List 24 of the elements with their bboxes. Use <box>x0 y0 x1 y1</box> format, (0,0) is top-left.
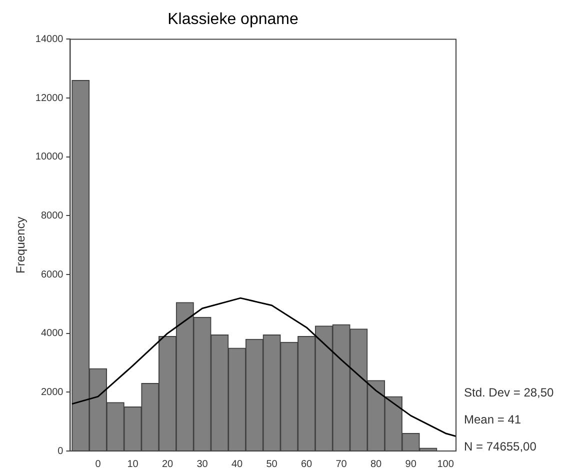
x-tick-label: 60 <box>300 458 313 470</box>
y-tick-label: 0 <box>58 446 64 457</box>
y-tick-label: 14000 <box>35 34 64 45</box>
text: Std. Dev = 28,50 <box>464 385 554 400</box>
x-tick-label: 70 <box>336 458 348 470</box>
x-tick-label: 10 <box>127 458 139 470</box>
y-tick-label: 10000 <box>35 152 64 163</box>
y-tick-label: 8000 <box>40 210 64 222</box>
y-tick-label: 6000 <box>40 269 64 280</box>
x-tick-label: 20 <box>162 458 174 470</box>
x-tick-label: 40 <box>231 458 244 470</box>
x-tick-label: 0 <box>95 458 102 470</box>
x-tick-label: 100 <box>437 458 454 470</box>
x-tick-label: 30 <box>196 458 208 470</box>
y-tick-label: 4000 <box>40 328 64 340</box>
text: Mean = 41 <box>464 412 522 426</box>
x-tick-label: 50 <box>266 458 278 470</box>
x-tick-label: 90 <box>405 458 417 470</box>
text: N = 74655,00 <box>464 439 537 454</box>
y-tick-label: 12000 <box>35 92 64 104</box>
y-axis-title: Frequency <box>14 216 28 274</box>
y-tick-label: 2000 <box>40 386 64 398</box>
chart-title: Klassieke opname <box>168 11 298 28</box>
x-tick-label: 80 <box>370 458 382 470</box>
